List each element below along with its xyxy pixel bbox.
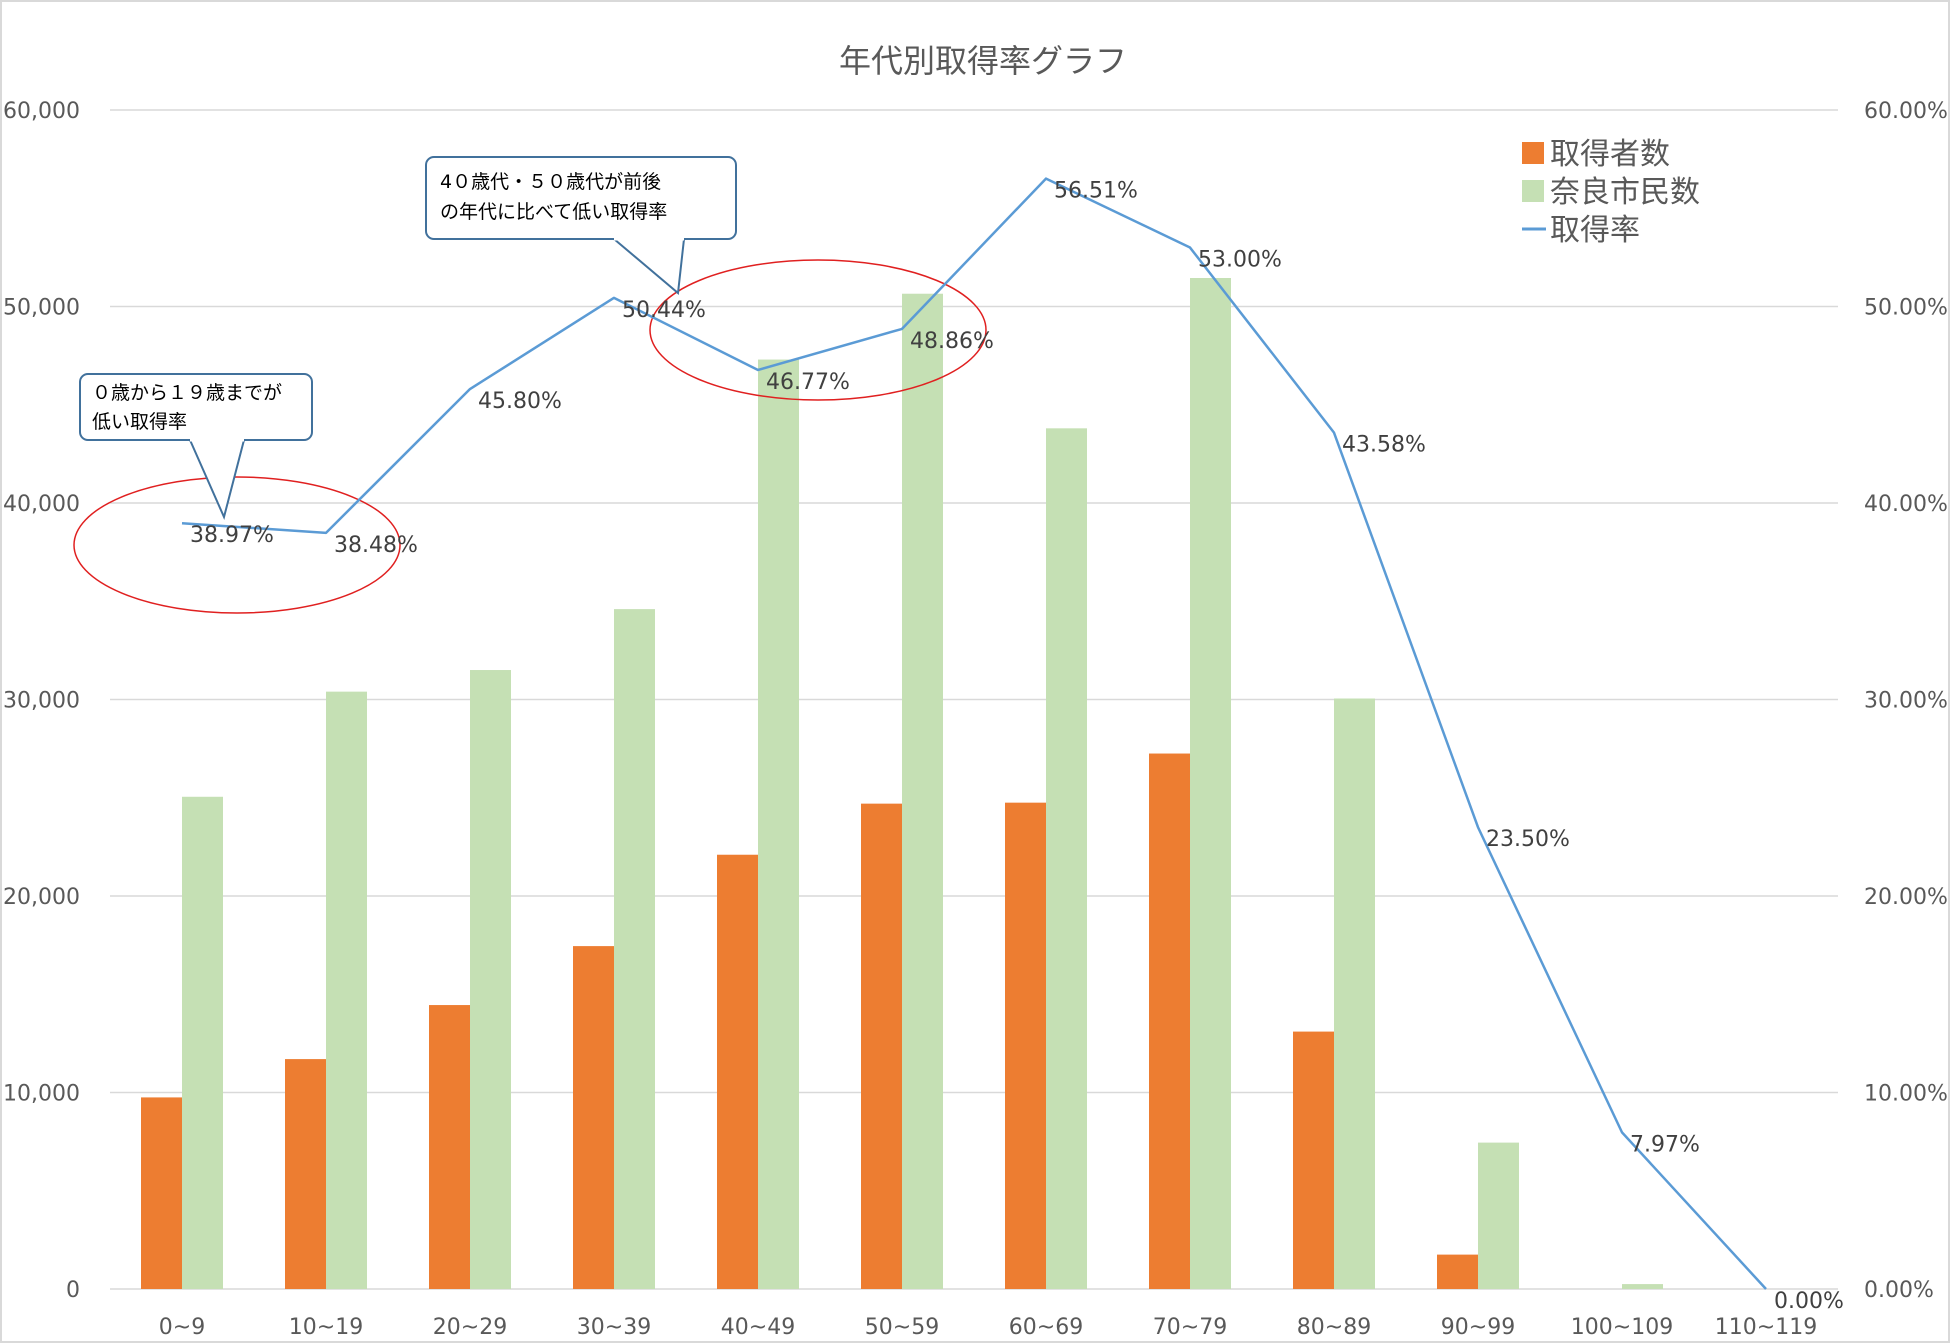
rate-data-label: 23.50%	[1486, 827, 1570, 852]
callout-text-line: 低い取得率	[92, 411, 187, 433]
y-left-tick-label: 40,000	[3, 492, 80, 517]
x-tick-label: 20~29	[433, 1315, 507, 1340]
x-tick-label: 80~89	[1297, 1315, 1371, 1340]
x-tick-label: 50~59	[865, 1315, 939, 1340]
legend-label: 奈良市民数	[1550, 175, 1700, 210]
rate-data-label: 46.77%	[766, 370, 850, 395]
y-left-tick-label: 20,000	[3, 885, 80, 910]
y-left-tick-label: 50,000	[3, 296, 80, 321]
legend-swatch-residents	[1522, 180, 1544, 202]
x-tick-label: 40~49	[721, 1315, 795, 1340]
rate-line	[181, 177, 1767, 1290]
y-left-tick-label: 60,000	[3, 99, 80, 124]
legend-label: 取得者数	[1550, 137, 1670, 172]
y-right-tick-label: 0.00%	[1864, 1278, 1934, 1303]
rate-data-label: 56.51%	[1054, 179, 1138, 204]
y-left-tick-label: 30,000	[3, 689, 80, 714]
bar-residents	[326, 691, 367, 1289]
callout-pointer	[613, 238, 685, 295]
highlight-ellipse	[73, 476, 401, 614]
callout-pointer	[189, 439, 245, 521]
x-tick-label: 110~119	[1715, 1315, 1817, 1340]
y-left-tick-label: 10,000	[3, 1082, 80, 1107]
y-right-tick-label: 40.00%	[1864, 492, 1948, 517]
bar-residents	[1334, 698, 1375, 1289]
rate-data-label: 0.00%	[1774, 1289, 1844, 1314]
bar-residents	[902, 293, 943, 1289]
bar-recipients	[717, 854, 758, 1289]
rate-data-label: 45.80%	[478, 389, 562, 414]
rate-data-label: 53.00%	[1198, 248, 1282, 273]
bar-recipients	[1149, 753, 1190, 1289]
chart-title: 年代別取得率グラフ	[839, 42, 1127, 80]
bar-recipients	[573, 946, 614, 1289]
bar-recipients	[1437, 1254, 1478, 1289]
callout-text-line: ０歳から１９歳までが	[92, 382, 282, 404]
bar-recipients	[861, 803, 902, 1289]
callout-text-line: の年代に比べて低い取得率	[440, 201, 667, 223]
bar-residents	[470, 670, 511, 1289]
legend-label: 取得率	[1550, 213, 1640, 248]
bar-recipients	[1293, 1031, 1334, 1289]
bar-recipients	[141, 1097, 182, 1289]
x-tick-label: 10~19	[289, 1315, 363, 1340]
bar-recipients	[429, 1005, 470, 1289]
bar-recipients	[1005, 802, 1046, 1289]
rate-data-label: 38.48%	[334, 533, 418, 558]
rate-data-label: 50.44%	[622, 298, 706, 323]
legend-swatch-recipients	[1522, 142, 1544, 164]
bar-residents	[614, 609, 655, 1289]
x-tick-label: 30~39	[577, 1315, 651, 1340]
y-right-tick-label: 30.00%	[1864, 689, 1948, 714]
y-right-tick-label: 60.00%	[1864, 99, 1948, 124]
rate-data-label: 7.97%	[1630, 1132, 1700, 1157]
x-tick-label: 0~9	[159, 1315, 205, 1340]
bar-residents	[1046, 428, 1087, 1290]
bar-residents	[1190, 278, 1231, 1289]
x-tick-label: 90~99	[1441, 1315, 1515, 1340]
rate-data-label: 38.97%	[190, 523, 274, 548]
y-right-tick-label: 20.00%	[1864, 885, 1948, 910]
x-tick-label: 70~79	[1153, 1315, 1227, 1340]
bar-residents	[758, 359, 799, 1289]
bar-residents	[1478, 1142, 1519, 1289]
rate-data-label: 48.86%	[910, 329, 994, 354]
x-tick-label: 100~109	[1571, 1315, 1673, 1340]
bar-residents	[1622, 1284, 1663, 1289]
y-right-tick-label: 10.00%	[1864, 1082, 1948, 1107]
y-right-tick-label: 50.00%	[1864, 296, 1948, 321]
callout-text-line: 4０歳代・５０歳代が前後	[440, 171, 661, 193]
callout-box	[425, 156, 737, 240]
x-tick-label: 60~69	[1009, 1315, 1083, 1340]
bar-recipients	[285, 1059, 326, 1289]
rate-data-label: 43.58%	[1342, 433, 1426, 458]
y-left-tick-label: 0	[66, 1278, 80, 1303]
highlight-ellipse	[649, 259, 987, 401]
bar-residents	[182, 796, 223, 1289]
